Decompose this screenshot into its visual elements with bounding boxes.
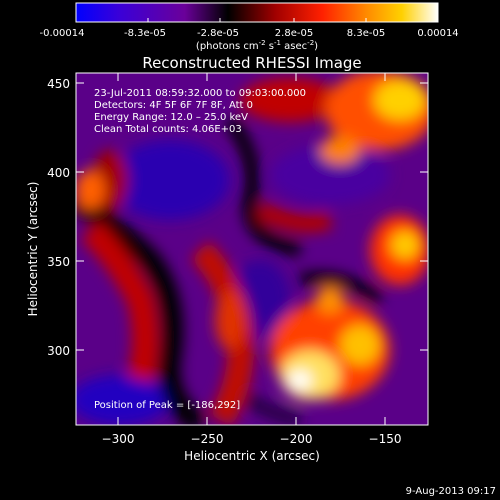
colorbar	[75, 2, 439, 23]
y-tick-label: 450	[47, 77, 70, 91]
observation-info: 23-Jul-2011 08:59:32.000 to 09:03:00.000…	[94, 88, 306, 135]
info-line-energy: Energy Range: 12.0 – 25.0 keV	[94, 112, 248, 123]
y-tick-label: 300	[47, 344, 70, 358]
x-tick-label: −200	[280, 432, 313, 446]
info-line-time: 23-Jul-2011 08:59:32.000 to 09:03:00.000	[94, 88, 306, 99]
colorbar-unit-label: (photons cm-2 s-1 asec-2)	[196, 39, 318, 52]
x-axis-ticks	[117, 73, 386, 425]
colorbar-ticks	[75, 18, 439, 22]
x-tick-label: −250	[191, 432, 224, 446]
info-line-detectors: Detectors: 4F 5F 6F 7F 8F, Att 0	[94, 100, 253, 111]
footer-timestamp: 9-Aug-2013 09:17	[406, 486, 496, 497]
plot-title: Reconstructed RHESSI Image	[142, 54, 361, 72]
x-tick-label: −300	[102, 432, 135, 446]
info-line-counts: Clean Total counts: 4.06E+03	[94, 124, 242, 135]
colorbar-tick-label: 2.8e-05	[275, 28, 313, 39]
plot-frame	[75, 72, 429, 426]
colorbar-tick-label: -8.3e-05	[124, 28, 166, 39]
y-tick-label: 400	[47, 166, 70, 180]
peak-position-label: Position of Peak = [-186,292]	[94, 400, 240, 411]
colorbar-tick-label: -0.00014	[40, 28, 85, 39]
colorbar-tick-label: 0.00014	[417, 28, 458, 39]
y-axis-label: Heliocentric Y (arcsec)	[26, 182, 40, 317]
x-axis-label: Heliocentric X (arcsec)	[184, 449, 320, 463]
colorbar-tick-label: -2.8e-05	[197, 28, 239, 39]
y-axis-ticks	[76, 82, 428, 351]
colorbar-tick-label: 8.3e-05	[347, 28, 385, 39]
rhessi-image	[76, 73, 428, 425]
x-tick-label: −150	[369, 432, 402, 446]
y-tick-label: 350	[47, 255, 70, 269]
